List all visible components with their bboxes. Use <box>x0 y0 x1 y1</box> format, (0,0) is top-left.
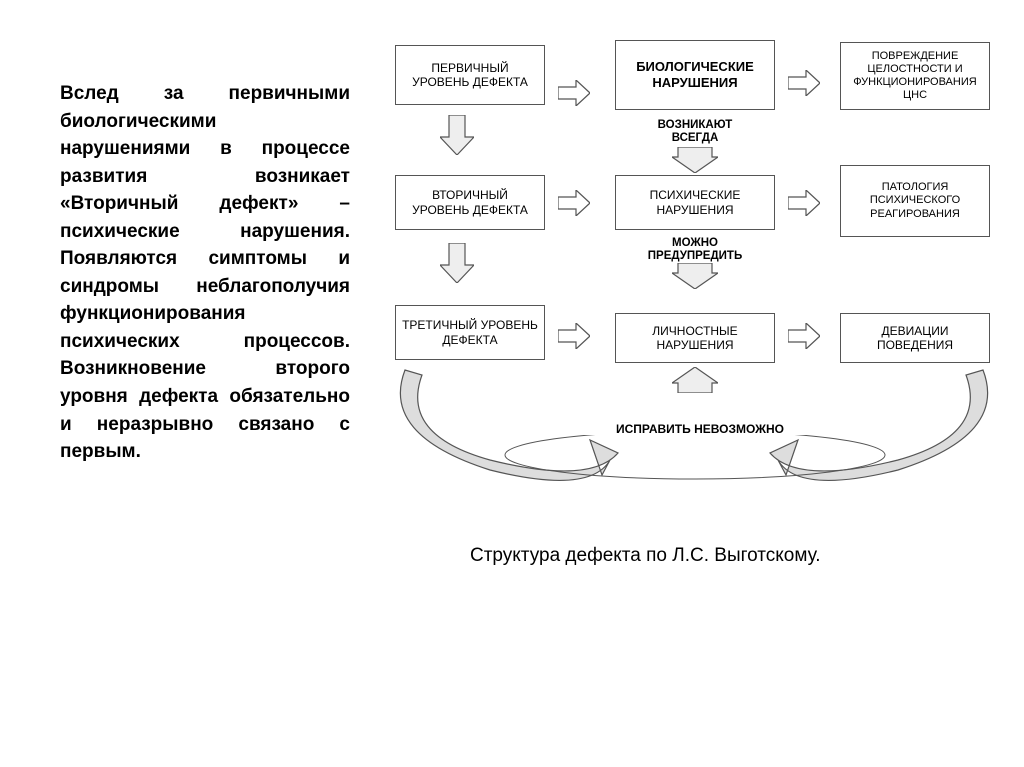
box-primary-level: ПЕРВИЧНЫЙ УРОВЕНЬ ДЕФЕКТА <box>395 45 545 105</box>
label-impossible: ИСПРАВИТЬ НЕВОЗМОЖНО <box>600 423 800 437</box>
arrow-d-c1-1 <box>440 115 474 155</box>
arrow-r3-1 <box>558 323 590 349</box>
arrow-d-c2-1 <box>672 147 718 173</box>
label-prevent: МОЖНО ПРЕДУПРЕДИТЬ <box>628 237 762 263</box>
box-personality: ЛИЧНОСТНЫЕ НАРУШЕНИЯ <box>615 313 775 363</box>
arrow-d-c2-2 <box>672 263 718 289</box>
diagram-caption: Структура дефекта по Л.С. Выготскому. <box>470 545 821 567</box>
arrow-r1-1 <box>558 80 590 106</box>
box-secondary-level: ВТОРИЧНЫЙ УРОВЕНЬ ДЕФЕКТА <box>395 175 545 230</box>
arrow-r2-1 <box>558 190 590 216</box>
box-biological: БИОЛОГИЧЕСКИЕ НАРУШЕНИЯ <box>615 40 775 110</box>
box-tertiary-level: ТРЕТИЧНЫЙ УРОВЕНЬ ДЕФЕКТА <box>395 305 545 360</box>
arrow-d-c1-2 <box>440 243 474 283</box>
arrow-up-c2 <box>672 367 718 393</box>
box-deviations: ДЕВИАЦИИ ПОВЕДЕНИЯ <box>840 313 990 363</box>
box-cns-damage: ПОВРЕЖДЕНИЕ ЦЕЛОСТНОСТИ И ФУНКЦИОНИРОВАН… <box>840 42 990 110</box>
intro-paragraph: Вслед за первичными биологическими наруш… <box>60 80 350 466</box>
box-pathology: ПАТОЛОГИЯ ПСИХИЧЕСКОГО РЕАГИРОВАНИЯ <box>840 165 990 237</box>
box-psychic: ПСИХИЧЕСКИЕ НАРУШЕНИЯ <box>615 175 775 230</box>
arrow-r1-2 <box>788 70 820 96</box>
diagram-area: ПЕРВИЧНЫЙ УРОВЕНЬ ДЕФЕКТА БИОЛОГИЧЕСКИЕ … <box>380 45 1010 565</box>
arrow-r2-2 <box>788 190 820 216</box>
label-always: ВОЗНИКАЮТ ВСЕГДА <box>638 119 752 145</box>
arrow-r3-2 <box>788 323 820 349</box>
curve-ellipse <box>500 435 890 495</box>
